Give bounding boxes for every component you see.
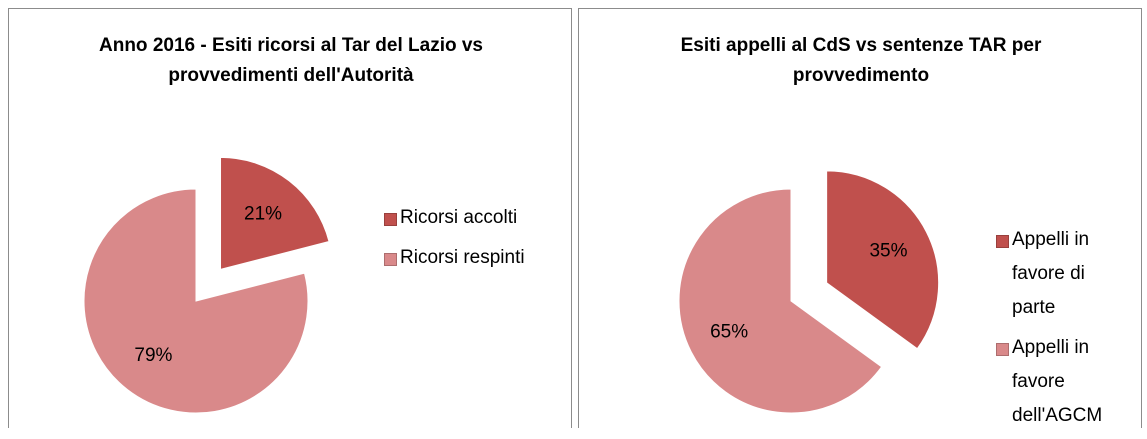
chart: 21% 79% [83,156,330,414]
chart-title: Anno 2016 - Esiti ricorsi al Tar del Laz… [99,35,483,86]
legend-item: Ricorsi accolti [384,201,564,235]
legend-item: Appelli in favore di parte [996,223,1126,325]
legend-swatch [384,213,397,226]
pie-slice [678,188,883,414]
legend-item: Ricorsi respinti [384,241,564,275]
chart-title: Esiti appelli al CdS vs sentenze TAR per… [680,35,1042,86]
data-label: 79% [134,345,172,366]
data-label: 21% [244,204,282,225]
legend-item: Appelli in favore dell'AGCM [996,331,1126,433]
legend-label: Appelli in favore dell'AGCM [1012,337,1103,426]
legend-label: Ricorsi respinti [400,247,525,268]
chart-panel: 21% 79% Anno 2016 - Esiti ricorsi al Tar … [8,8,572,428]
pie-slice [83,188,309,414]
data-label: 65% [710,322,748,343]
legend: Appelli in favore di parte Appelli in fav… [996,223,1126,439]
chart: 35% 65% [678,170,940,414]
page: 21% 79% Anno 2016 - Esiti ricorsi al Tar … [8,8,1142,428]
data-label: 35% [869,240,907,261]
chart-panel: 35% 65% Esiti appelli al CdS vs sentenze … [578,8,1142,428]
legend-label: Appelli in favore di parte [1012,229,1090,318]
legend-label: Ricorsi accolti [400,207,518,228]
legend: Ricorsi accolti Ricorsi respinti [384,201,564,281]
pie-slice [220,156,330,271]
legend-swatch [996,235,1009,248]
legend-swatch [384,253,397,266]
pie-slice [826,170,940,350]
legend-swatch [996,343,1009,356]
